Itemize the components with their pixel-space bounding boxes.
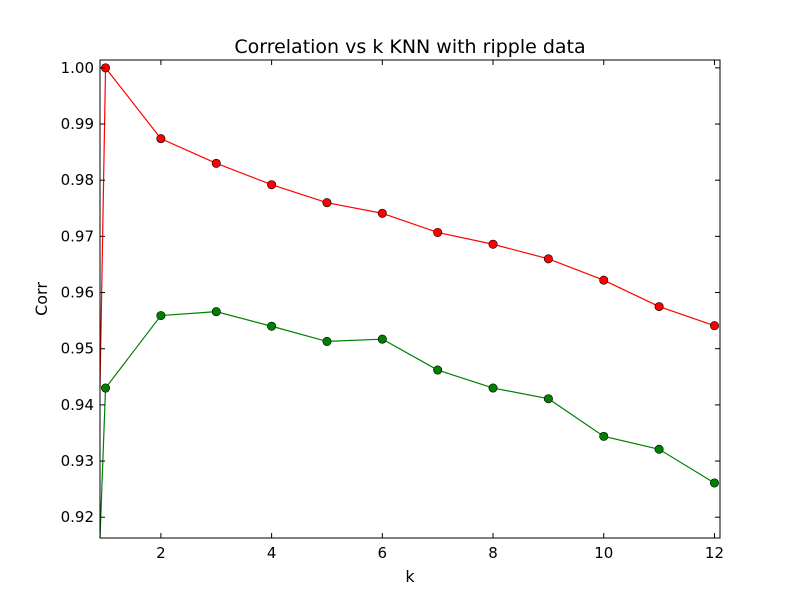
data-point	[488, 239, 498, 249]
data-point	[267, 321, 277, 331]
y-tick-label: 1.00	[61, 59, 94, 77]
data-point	[433, 365, 443, 375]
data-point	[599, 275, 609, 285]
y-tick-label: 0.97	[61, 227, 94, 245]
data-point	[211, 158, 221, 168]
y-tick-label: 0.98	[61, 171, 94, 189]
y-tick-label: 0.93	[61, 452, 94, 470]
data-point	[709, 478, 719, 488]
x-tick-label: 10	[594, 544, 613, 562]
data-point	[211, 307, 221, 317]
plot-area	[100, 60, 720, 538]
x-tick-label: 8	[488, 544, 498, 562]
data-point	[267, 180, 277, 190]
y-tick-label: 0.94	[61, 396, 94, 414]
plot-frame	[99, 59, 721, 539]
data-point	[654, 302, 664, 312]
series-0	[100, 63, 719, 389]
data-point	[433, 227, 443, 237]
data-point	[488, 383, 498, 393]
x-tick-label: 2	[156, 544, 166, 562]
y-axis-label: Corr	[32, 282, 51, 316]
ticks-layer: 2 4 6 8 10 12 0.92 0.93 0.94 0.95 0.96 0.97 0.98 0.99…	[61, 59, 724, 562]
x-tick-label: 4	[267, 544, 277, 562]
x-tick-label: 12	[705, 544, 724, 562]
data-point	[599, 431, 609, 441]
series-1	[100, 307, 719, 538]
series-layer	[100, 63, 719, 538]
data-point	[654, 444, 664, 454]
x-axis-label: k	[405, 567, 415, 586]
y-tick-label: 0.92	[61, 508, 94, 526]
data-point	[709, 321, 719, 331]
data-point	[322, 198, 332, 208]
y-tick-label: 0.96	[61, 284, 94, 302]
y-tick-label: 0.99	[61, 115, 94, 133]
data-point	[156, 134, 166, 144]
y-tick-label: 0.95	[61, 340, 94, 358]
data-point	[377, 334, 387, 344]
data-point	[543, 254, 553, 264]
x-tick-label: 6	[378, 544, 388, 562]
chart-title: Correlation vs k KNN with ripple data	[234, 36, 585, 58]
data-point	[101, 383, 111, 393]
data-point	[377, 208, 387, 218]
data-point	[543, 394, 553, 404]
data-point	[156, 311, 166, 321]
data-point	[322, 336, 332, 346]
